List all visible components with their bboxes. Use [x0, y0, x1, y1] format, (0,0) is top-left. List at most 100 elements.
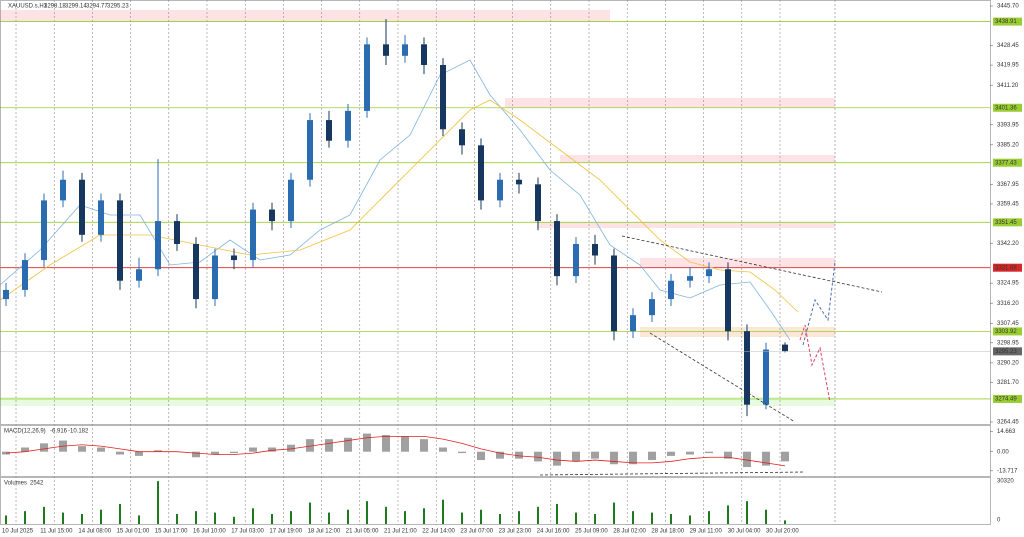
macd-bar	[781, 451, 789, 462]
x-tick-label: 21 Jul 21:00	[384, 529, 417, 535]
y-tick-label: 3419.95	[997, 63, 1019, 69]
candle-body	[250, 209, 256, 261]
volume-bar	[537, 506, 539, 524]
current-price-box	[993, 347, 1022, 356]
candle-body	[3, 289, 9, 300]
volume-bar	[613, 502, 615, 524]
annotations	[539, 0, 883, 525]
candle-body	[668, 280, 674, 300]
macd-bar	[534, 451, 542, 462]
x-tick-label: 18 Jul 12:00	[308, 529, 341, 535]
volume-bar	[366, 501, 368, 524]
macd-bar	[135, 451, 143, 456]
chart-title: XAUUSD.s,H1	[8, 4, 48, 10]
panel-value: -10.182	[68, 429, 89, 435]
header-value: 3298.18	[44, 4, 66, 10]
candle-body	[459, 129, 465, 146]
candle-body	[288, 179, 294, 222]
y-tick-label: 3367.95	[997, 182, 1019, 188]
candle-body	[706, 269, 712, 277]
y-tick-label: 3264.45	[997, 420, 1019, 426]
candle-body	[421, 44, 427, 65]
y-tick-label: 3359.45	[997, 202, 1019, 208]
macd-bar	[762, 451, 770, 466]
x-tick-label: 28 Jul 18:00	[651, 529, 684, 535]
y-tick-label: 3385.20	[997, 142, 1019, 148]
macd-bar	[211, 451, 219, 455]
y-tick-label: 3393.95	[997, 122, 1019, 128]
y-tick-label: 0.00	[997, 449, 1009, 455]
volume-bar	[119, 504, 121, 524]
volume-bar	[651, 512, 653, 524]
trend-line	[621, 235, 883, 293]
candle-body	[383, 44, 389, 56]
macd-bar	[743, 451, 751, 468]
volume-bar	[404, 511, 406, 524]
volume-bar	[271, 514, 273, 524]
candle-body	[402, 44, 408, 56]
volume-bar	[594, 514, 596, 524]
volume-bar	[138, 515, 140, 524]
volume-bar	[328, 512, 330, 524]
volume-bar	[518, 511, 520, 524]
y-tick-label: 3411.20	[997, 83, 1019, 89]
candle-body	[60, 179, 66, 201]
x-tick-label: 30 Jul 04:00	[728, 529, 761, 535]
volume-bar	[195, 511, 197, 524]
candle-body	[193, 244, 199, 300]
y-tick-label: 14.663	[997, 429, 1016, 435]
volume-bar	[632, 511, 634, 524]
candle-body	[98, 200, 104, 235]
volume-bar	[480, 509, 482, 524]
volume-bar	[81, 514, 83, 524]
macd-bar	[667, 451, 675, 456]
price-panel	[0, 19, 990, 417]
labels: 10 Jul 2025 11 Jul 15:00 14 Jul 08:00 15 Ju…	[2, 4, 1022, 535]
level-label: 3438.91	[995, 19, 1017, 25]
candle-body	[554, 221, 560, 277]
macd-bar	[116, 451, 124, 455]
x-tick-label: 11 Jul 15:00	[40, 529, 73, 535]
y-tick-label: 3342.20	[997, 241, 1019, 247]
panel-title: Volumes	[4, 481, 27, 487]
x-tick-label: 28 Jul 02:00	[613, 529, 646, 535]
x-tick-label: 14 Jul 08:00	[78, 529, 111, 535]
volume-bar	[708, 511, 710, 524]
volume-bar	[233, 516, 235, 524]
macd-bar	[325, 439, 333, 452]
macd-bar	[154, 450, 162, 452]
macd-bar	[515, 451, 523, 459]
macd-bar	[610, 451, 618, 465]
candle-body	[573, 244, 579, 277]
macd-bar	[306, 439, 314, 452]
candle-body	[782, 344, 788, 352]
header-value: 3294.77	[86, 4, 108, 10]
volume-bar	[24, 511, 26, 524]
macd-bar	[458, 451, 466, 454]
candle-body	[364, 44, 370, 111]
level-label: 3377.43	[995, 160, 1017, 166]
zone	[0, 397, 835, 406]
y-tick-label: 3307.45	[997, 321, 1019, 327]
level-label-box	[993, 158, 1022, 167]
candle-body	[326, 120, 332, 141]
panel-frame	[0, 425, 991, 477]
candle-body	[307, 120, 313, 180]
candle-body	[440, 64, 446, 130]
volume-bar	[689, 515, 691, 524]
volume-bar	[43, 506, 45, 524]
zone	[560, 155, 835, 163]
candle-body	[763, 349, 769, 405]
candle-body	[744, 331, 750, 405]
x-tick-label: 17 Jul 19:00	[269, 529, 302, 535]
volume-bar	[765, 509, 767, 524]
y-tick-label: -13.717	[997, 468, 1018, 474]
volume-bar	[784, 520, 786, 524]
candle-body	[535, 184, 541, 222]
candle-body	[155, 221, 161, 270]
levels	[0, 21, 990, 400]
candle-body	[269, 209, 275, 222]
zone	[505, 98, 835, 108]
level-label-box	[993, 327, 1022, 336]
